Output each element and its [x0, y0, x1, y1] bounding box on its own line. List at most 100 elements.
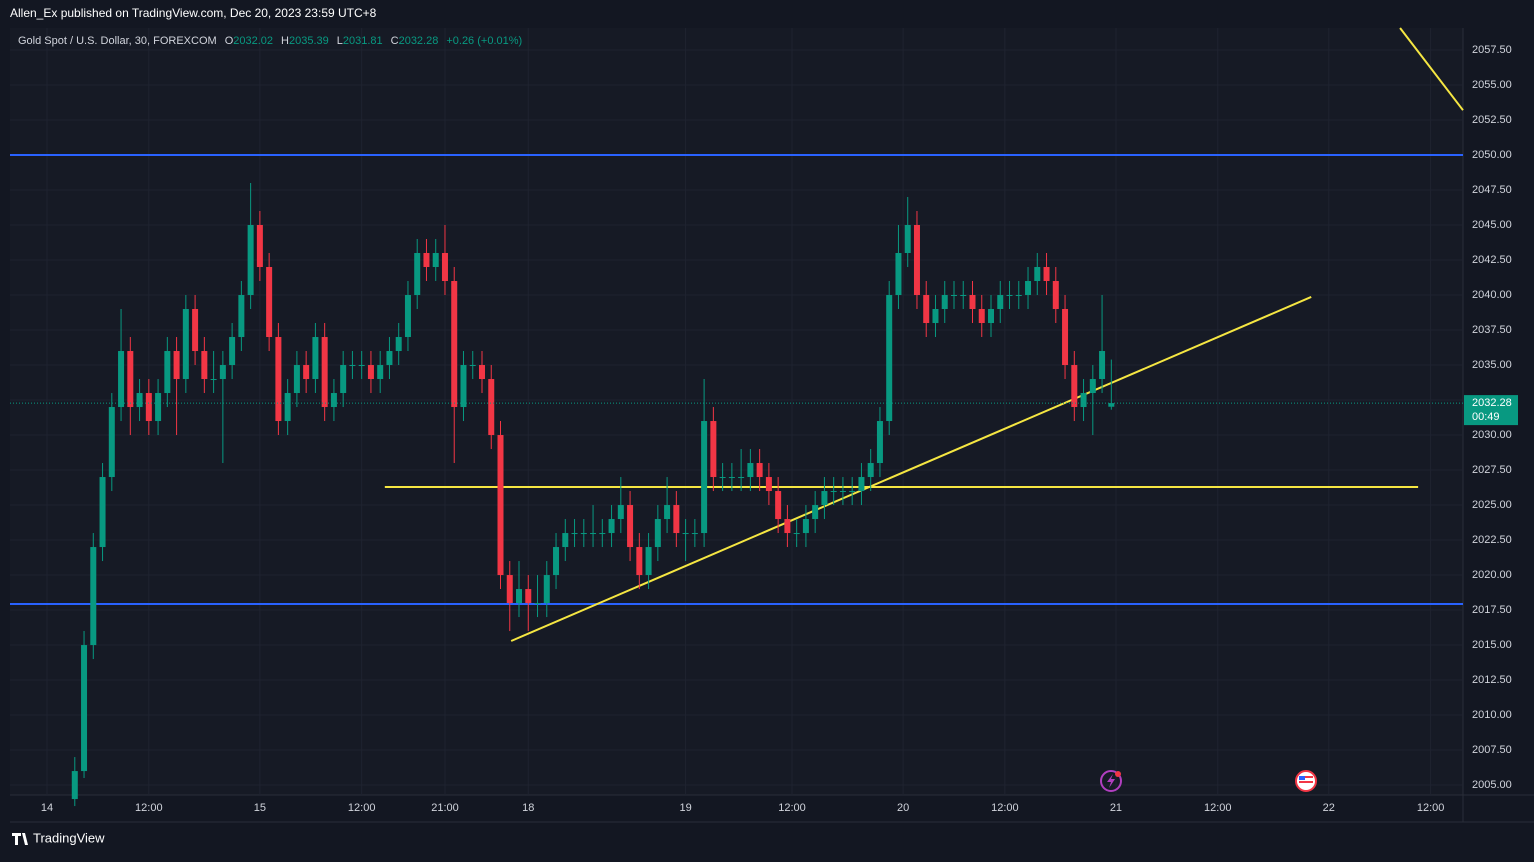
- candle-body: [858, 477, 865, 492]
- candle-body: [210, 379, 217, 381]
- y-tick-label: 2012.50: [1472, 674, 1512, 686]
- last-price-label: 2032.28: [1472, 397, 1512, 409]
- candle-body: [1108, 403, 1115, 407]
- candle-body: [321, 337, 328, 408]
- y-tick-label: 2015.00: [1472, 639, 1512, 651]
- candle-body: [201, 351, 208, 380]
- candle-body: [895, 253, 902, 296]
- candle-body: [839, 491, 846, 493]
- candle-body: [275, 337, 282, 422]
- candle-body: [599, 533, 606, 535]
- candle-body: [849, 491, 856, 493]
- grid: [10, 28, 1463, 795]
- candle-body: [802, 519, 809, 534]
- candle-body: [719, 477, 726, 479]
- candle-body: [830, 491, 837, 493]
- candle-body: [229, 337, 236, 366]
- candle-body: [562, 533, 569, 548]
- x-tick-label: 20: [897, 802, 909, 814]
- candle-body: [173, 351, 180, 380]
- candle-body: [488, 379, 495, 436]
- legend-label: L: [337, 35, 343, 47]
- candle-body: [330, 393, 337, 408]
- candle-body: [793, 533, 800, 535]
- candle-body: [812, 505, 819, 520]
- candle-body: [738, 477, 745, 479]
- legend-label: C: [391, 35, 399, 47]
- y-tick-label: 2047.50: [1472, 184, 1512, 196]
- candle-body: [950, 295, 957, 297]
- candle-body: [71, 771, 78, 800]
- candle-body: [469, 365, 476, 367]
- candle-body: [571, 533, 578, 535]
- candle-body: [516, 589, 523, 604]
- candle-body: [784, 519, 791, 534]
- candle-body: [978, 309, 985, 324]
- y-tick-label: 2027.50: [1472, 464, 1512, 476]
- candle-body: [266, 267, 273, 338]
- candle-body: [988, 309, 995, 324]
- candle-body: [821, 491, 828, 506]
- candle-body: [913, 225, 920, 296]
- candle-body: [303, 365, 310, 380]
- candle-body: [701, 421, 708, 534]
- y-tick-label: 2010.00: [1472, 709, 1512, 721]
- last-price-box: [1464, 395, 1518, 426]
- candle-body: [182, 309, 189, 380]
- candle-body: [451, 281, 458, 408]
- candle-body: [756, 463, 763, 478]
- candle-body: [386, 351, 393, 366]
- brand: TradingView: [33, 830, 105, 845]
- candle-body: [108, 407, 115, 478]
- candle-body: [293, 365, 300, 394]
- publisher: Allen_Ex published on TradingView.com, D…: [10, 6, 377, 20]
- change: +0.26 (+0.01%): [446, 35, 522, 47]
- candle-body: [728, 477, 735, 479]
- x-tick-label: 12:00: [1204, 802, 1232, 814]
- x-tick-label: 22: [1323, 802, 1335, 814]
- candle-body: [164, 351, 171, 394]
- candle-body: [1006, 295, 1013, 297]
- candle-body: [543, 575, 550, 604]
- candle-body: [525, 589, 532, 604]
- x-tick-label: 12:00: [1417, 802, 1445, 814]
- candle-body: [478, 365, 485, 380]
- trend-line: [510, 296, 1312, 642]
- y-tick-label: 2020.00: [1472, 569, 1512, 581]
- candle-body: [155, 393, 162, 422]
- candle-body: [904, 225, 911, 254]
- legend-label: O: [225, 35, 234, 47]
- x-tick-label: 21:00: [431, 802, 459, 814]
- symbol: Gold Spot / U.S. Dollar, 30, FOREXCOM: [18, 35, 217, 47]
- candle-body: [923, 295, 930, 324]
- candle-body: [441, 253, 448, 282]
- y-tick-label: 2035.00: [1472, 359, 1512, 371]
- candle-body: [349, 365, 356, 367]
- candle-body: [1025, 281, 1032, 296]
- legend-value: 2032.28: [399, 35, 439, 47]
- legend-value: 2035.39: [289, 35, 329, 47]
- candle-body: [580, 533, 587, 535]
- x-tick-label: 12:00: [135, 802, 163, 814]
- y-tick-label: 2007.50: [1472, 744, 1512, 756]
- candle-body: [969, 295, 976, 310]
- candle-body: [358, 365, 365, 367]
- candle-body: [377, 365, 384, 380]
- legend: Gold Spot / U.S. Dollar, 30, FOREXCOM O20…: [18, 35, 522, 47]
- candle-body: [192, 309, 199, 352]
- candle-body: [765, 477, 772, 492]
- event-icon: [1100, 770, 1122, 792]
- candle-body: [534, 603, 541, 605]
- candle-body: [284, 393, 291, 422]
- y-tick-label: 2017.50: [1472, 604, 1512, 616]
- y-tick-label: 2030.00: [1472, 429, 1512, 441]
- y-tick-label: 2052.50: [1472, 114, 1512, 126]
- candle-body: [627, 505, 634, 548]
- y-tick-label: 2025.00: [1472, 499, 1512, 511]
- legend-value: 2032.02: [233, 35, 273, 47]
- candle-body: [219, 365, 226, 380]
- legend-label: H: [281, 35, 289, 47]
- candle-body: [1043, 267, 1050, 282]
- candle-body: [553, 547, 560, 576]
